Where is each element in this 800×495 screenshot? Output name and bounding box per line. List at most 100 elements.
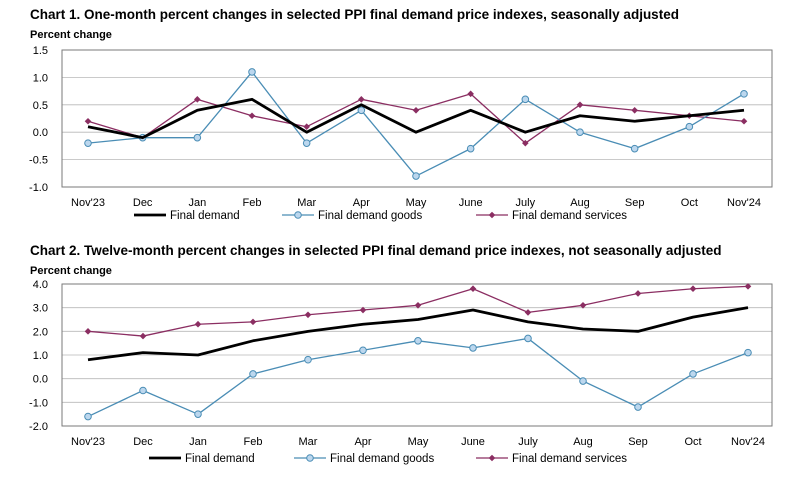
- chart1-xtick-label: June: [459, 197, 483, 209]
- chart2-plot-frame: [61, 283, 773, 427]
- chart1-point-goods: [412, 172, 420, 180]
- legend-swatch-marker: [294, 211, 302, 219]
- chart1-point-goods: [193, 133, 202, 142]
- chart2-ylabel: Percent change: [30, 265, 112, 277]
- chart2-ytick-label: -1.0: [29, 397, 48, 409]
- chart2-point-services: [359, 306, 367, 314]
- chart2-point-goods: [469, 344, 477, 352]
- chart1-point-services: [248, 112, 256, 120]
- chart1-xtick-label: Dec: [133, 197, 153, 209]
- chart2-point-goods: [304, 355, 312, 364]
- chart1-line-final-demand-services: [87, 93, 745, 144]
- chart1-ytick-label: -1.0: [29, 182, 48, 194]
- chart2-xtick-label: Oct: [684, 436, 701, 448]
- chart1-xtick-label: Oct: [681, 197, 698, 209]
- chart2-point-goods: [634, 403, 642, 411]
- chart1-line-final-demand-goods: [87, 71, 745, 177]
- chart2-ytick-label: 2.0: [33, 326, 48, 338]
- chart2-line-final-demand: [87, 306, 749, 362]
- chart1-xtick-label: Nov'24: [727, 197, 761, 209]
- chart2-point-services: [249, 318, 257, 326]
- chart2-ytick-label: -2.0: [29, 421, 48, 433]
- chart1-point-services: [303, 123, 310, 131]
- chart1-plot-frame: [61, 49, 773, 188]
- chart1-xtick-label: May: [406, 197, 427, 209]
- chart2-xtick-label: Mar: [299, 436, 318, 448]
- chart2-point-goods: [249, 370, 257, 378]
- chart1-point-goods: [466, 144, 475, 153]
- legend-label: Final demand services: [512, 453, 627, 465]
- chart1-point-goods: [576, 128, 584, 136]
- chart1-ytick-label: 1.5: [33, 45, 48, 57]
- chart1-ytick-label: 0.5: [33, 100, 48, 112]
- chart2-point-goods: [359, 346, 367, 355]
- chart1-point-services: [467, 90, 474, 98]
- chart1-point-goods: [521, 95, 530, 104]
- chart2-xtick-label: Nov'23: [71, 436, 105, 448]
- legend-label: Final demand services: [512, 210, 627, 222]
- legend-label: Final demand goods: [318, 210, 422, 222]
- chart2-point-services: [414, 302, 422, 309]
- chart2-xtick-label: May: [408, 436, 429, 448]
- chart1-xtick-label: Feb: [243, 197, 262, 209]
- chart2-point-goods: [84, 412, 92, 421]
- chart1-ytick-label: -0.5: [29, 155, 48, 167]
- chart2-point-goods: [744, 348, 752, 357]
- legend-swatch-marker: [306, 454, 314, 462]
- chart1-point-services: [740, 117, 748, 125]
- chart1-point-goods: [357, 106, 366, 115]
- chart1-point-services: [576, 101, 584, 109]
- legend-label: Final demand: [170, 210, 240, 222]
- chart1-ytick-label: 1.0: [33, 72, 48, 84]
- chart2-xtick-label: Dec: [133, 436, 153, 448]
- chart1-point-goods: [630, 144, 639, 153]
- chart2-point-services: [469, 285, 477, 293]
- chart2-point-services: [194, 320, 202, 328]
- chart2-ytick-label: 1.0: [33, 350, 48, 362]
- chart2-point-services: [139, 332, 147, 340]
- chart2-point-services: [634, 290, 642, 297]
- chart1-point-goods: [302, 139, 311, 147]
- chart1-title: Chart 1. One-month percent changes in se…: [30, 7, 679, 22]
- chart1-ylabel: Percent change: [30, 29, 112, 41]
- chart2-point-goods: [579, 377, 587, 385]
- chart1-legend-item-final-demand-services: Final demand services: [476, 210, 627, 222]
- chart1-point-services: [84, 117, 92, 125]
- chart1-point-goods: [685, 122, 694, 131]
- chart2-xtick-label: Jan: [189, 436, 207, 448]
- chart1-line-final-demand: [87, 97, 745, 140]
- chart1-xtick-label: July: [516, 197, 536, 209]
- chart1-xtick-label: Mar: [297, 197, 316, 209]
- chart2-title: Chart 2. Twelve-month percent changes in…: [30, 243, 722, 258]
- chart2-xtick-label: July: [518, 436, 538, 448]
- chart1-legend-item-final-demand-goods: Final demand goods: [282, 210, 422, 222]
- chart1-point-services: [522, 139, 529, 147]
- legend-swatch-marker: [488, 454, 496, 462]
- chart2-legend-item-final-demand: Final demand: [149, 453, 255, 465]
- chart1: Percent change -1.0 -0.5 0.0 0.5 1.0 1.5 Nov'23…: [29, 29, 773, 222]
- chart2-ytick-label: 4.0: [33, 279, 48, 291]
- chart1-xtick-label: Apr: [353, 197, 370, 209]
- chart1-ytick-label: 0.0: [33, 127, 48, 139]
- chart1-legend-item-final-demand: Final demand: [134, 210, 240, 222]
- chart2-legend-item-final-demand-goods: Final demand goods: [294, 453, 434, 465]
- chart1-point-services: [194, 96, 201, 103]
- chart2-ytick-label: 0.0: [33, 374, 48, 386]
- chart2-ytick-label: 3.0: [33, 303, 48, 315]
- chart2-point-goods: [139, 386, 147, 395]
- chart2-line-final-demand-services: [87, 285, 749, 337]
- chart1-xtick-label: Aug: [570, 197, 590, 209]
- chart1-xtick-label: Nov'23: [71, 197, 105, 209]
- chart2-xtick-label: Apr: [354, 436, 371, 448]
- chart1-point-services: [631, 106, 638, 114]
- chart1-point-goods: [84, 139, 92, 147]
- chart2-point-goods: [194, 410, 202, 418]
- chart1-point-goods: [740, 90, 748, 98]
- chart2-xtick-label: Nov'24: [731, 436, 765, 448]
- chart2-point-goods: [689, 370, 697, 378]
- chart2-xtick-label: Sep: [628, 436, 648, 448]
- chart1-xtick-label: Jan: [188, 197, 206, 209]
- chart1-point-services: [412, 106, 420, 114]
- chart2-point-goods: [414, 337, 422, 345]
- chart2-point-services: [689, 285, 697, 293]
